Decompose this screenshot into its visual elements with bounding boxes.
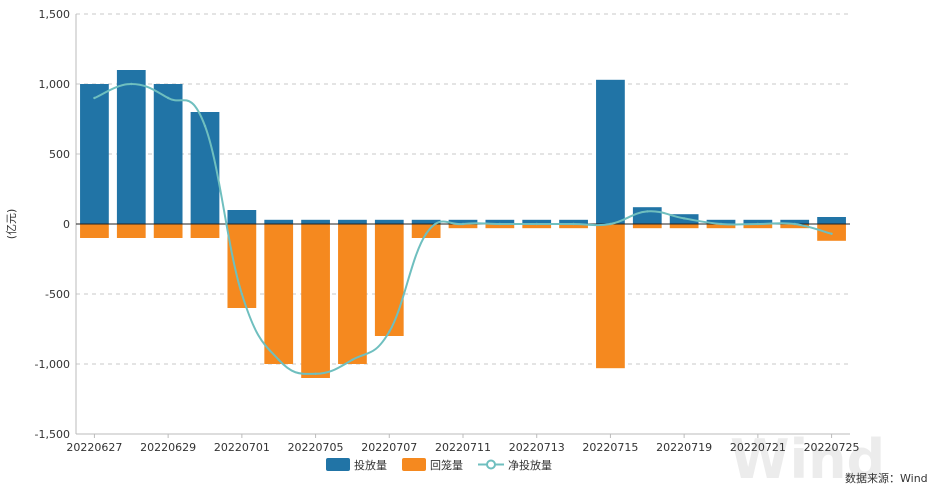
y-axis-ticks: 1,500 1,000 500 0 -500 -1,000 -1,500 bbox=[35, 8, 70, 441]
source-note: 数据来源：Wind bbox=[845, 471, 928, 485]
y-tick-label: 0 bbox=[63, 218, 70, 231]
legend-label-outflow: 回笼量 bbox=[430, 458, 463, 472]
x-tick-label: 20220713 bbox=[509, 441, 565, 454]
bar-inflow bbox=[780, 219, 810, 224]
legend: 投放量 回笼量 净投放量 bbox=[326, 458, 552, 472]
legend-item-inflow[interactable]: 投放量 bbox=[326, 458, 387, 472]
net-point bbox=[609, 222, 612, 226]
net-point bbox=[93, 96, 96, 100]
x-axis-ticks: 20220627 20220629 20220701 20220705 20220707… bbox=[66, 434, 860, 454]
bar-outflow bbox=[780, 224, 810, 229]
bar-inflow bbox=[559, 219, 588, 224]
y-tick-label: -500 bbox=[45, 288, 70, 301]
net-point bbox=[830, 232, 833, 235]
net-point bbox=[130, 82, 133, 86]
bar-outflow bbox=[338, 224, 367, 364]
net-point bbox=[793, 222, 796, 226]
bar-outflow bbox=[559, 224, 588, 229]
bar-outflow bbox=[374, 224, 404, 336]
x-tick-label: 20220711 bbox=[435, 441, 491, 454]
bar-inflow bbox=[190, 112, 220, 224]
net-point bbox=[277, 358, 280, 361]
net-point bbox=[719, 222, 723, 226]
net-line bbox=[94, 82, 832, 375]
legend-label-net: 净投放量 bbox=[508, 458, 552, 472]
net-point bbox=[314, 372, 317, 375]
bar-outflow bbox=[706, 224, 736, 229]
bar-inflow bbox=[374, 219, 404, 224]
net-point bbox=[498, 222, 502, 226]
bar-inflow bbox=[264, 219, 294, 224]
legend-item-outflow[interactable]: 回笼量 bbox=[402, 458, 463, 472]
legend-label-inflow: 投放量 bbox=[354, 458, 387, 472]
legend-swatch-outflow bbox=[402, 458, 426, 471]
bar-inflow bbox=[227, 210, 257, 224]
net-point bbox=[351, 358, 354, 361]
x-tick-label: 20220721 bbox=[730, 441, 786, 454]
net-point bbox=[203, 124, 207, 128]
y-axis-label: (亿元) bbox=[5, 209, 18, 240]
bar-outflow bbox=[264, 224, 294, 364]
bar-outflow bbox=[116, 224, 146, 238]
bar-inflow bbox=[632, 207, 662, 224]
net-point bbox=[461, 222, 465, 226]
y-tick-label: 1,500 bbox=[39, 8, 71, 21]
legend-swatch-inflow bbox=[326, 458, 350, 471]
bar-outflow bbox=[632, 224, 662, 229]
y-tick-label: 500 bbox=[49, 148, 70, 161]
bar-inflow bbox=[485, 219, 515, 224]
watermark: Wind bbox=[730, 428, 885, 488]
y-tick-label: 1,000 bbox=[39, 78, 71, 91]
x-tick-label: 20220715 bbox=[582, 441, 638, 454]
bar-outflow bbox=[743, 224, 773, 229]
net-point bbox=[646, 210, 649, 213]
legend-item-net[interactable]: 净投放量 bbox=[478, 458, 552, 472]
net-line-group bbox=[93, 82, 833, 375]
bar-inflow bbox=[706, 219, 736, 224]
bar-inflow bbox=[448, 219, 478, 224]
x-tick-label: 20220627 bbox=[66, 441, 122, 454]
bars bbox=[80, 70, 846, 378]
x-tick-label: 20220725 bbox=[804, 441, 860, 454]
net-point bbox=[388, 330, 391, 333]
x-tick-label: 20220707 bbox=[361, 441, 417, 454]
bar-outflow bbox=[596, 224, 625, 369]
x-tick-label: 20220705 bbox=[288, 441, 344, 454]
bar-inflow bbox=[80, 84, 109, 224]
x-tick-label: 20220629 bbox=[140, 441, 196, 454]
bar-inflow bbox=[338, 219, 367, 224]
net-point bbox=[756, 222, 760, 226]
legend-marker-net bbox=[486, 459, 496, 470]
bar-inflow bbox=[817, 217, 846, 224]
bar-inflow bbox=[116, 70, 146, 224]
bar-outflow bbox=[485, 224, 515, 229]
x-tick-label: 20220701 bbox=[214, 441, 270, 454]
bar-outflow bbox=[80, 224, 109, 238]
net-point bbox=[166, 96, 170, 100]
bar-outflow bbox=[301, 224, 330, 378]
bar-inflow bbox=[153, 84, 183, 224]
bar-outflow bbox=[153, 224, 183, 238]
y-tick-label: -1,000 bbox=[35, 358, 70, 371]
y-tick-label: -1,500 bbox=[35, 428, 70, 441]
net-point bbox=[572, 222, 575, 226]
bar-inflow bbox=[411, 219, 441, 224]
bar-outflow bbox=[522, 224, 552, 229]
bar-inflow bbox=[522, 219, 552, 224]
bar-inflow bbox=[743, 219, 773, 224]
bar-outflow bbox=[411, 224, 441, 238]
bar-outflow bbox=[190, 224, 220, 238]
net-point bbox=[240, 292, 244, 296]
net-point bbox=[424, 232, 428, 235]
bar-inflow bbox=[301, 219, 330, 224]
x-tick-label: 20220719 bbox=[656, 441, 712, 454]
net-point bbox=[535, 222, 538, 226]
bar-outflow bbox=[817, 224, 846, 241]
bar-outflow bbox=[448, 224, 478, 229]
bar-outflow bbox=[669, 224, 699, 229]
net-point bbox=[682, 217, 686, 220]
bar-inflow bbox=[596, 79, 625, 224]
